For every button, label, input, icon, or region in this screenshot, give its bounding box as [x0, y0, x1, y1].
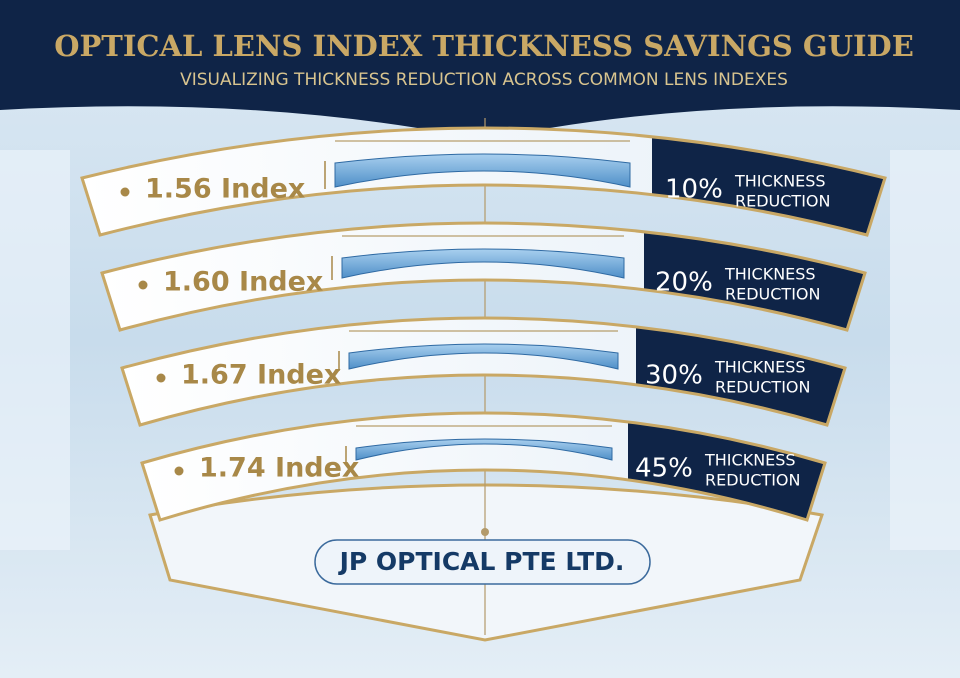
lens: [341, 248, 625, 279]
bg-glow: [890, 150, 960, 550]
caption-line1: THICKNESS: [724, 265, 816, 284]
row-border: [120, 316, 847, 427]
caption-line2: REDUCTION: [735, 192, 830, 211]
percent: 45%: [635, 454, 693, 484]
bullet: [138, 280, 148, 290]
row-border: [100, 221, 867, 332]
caption-line1: THICKNESS: [714, 358, 806, 377]
lens: [355, 438, 613, 461]
bullet: [156, 373, 166, 383]
index-label: 1.67 Index: [181, 360, 341, 391]
header-band: [0, 0, 960, 140]
caption-line2: REDUCTION: [715, 378, 810, 397]
bullet: [120, 187, 130, 197]
lens: [348, 343, 619, 370]
axis-dot: [481, 528, 489, 536]
caption-line1: THICKNESS: [704, 451, 796, 470]
subtitle: VISUALIZING THICKNESS REDUCTION ACROSS C…: [180, 70, 788, 90]
lens: [334, 153, 631, 188]
title: OPTICAL LENS INDEX THICKNESS SAVINGS GUI…: [54, 29, 914, 63]
index-label: 1.74 Index: [199, 453, 359, 484]
bullet: [174, 466, 184, 476]
row-border: [140, 411, 827, 522]
caption-line2: REDUCTION: [705, 471, 800, 490]
caption-line2: REDUCTION: [725, 285, 820, 304]
index-label: 1.56 Index: [145, 174, 305, 205]
percent: 20%: [655, 268, 713, 298]
percent: 10%: [665, 175, 723, 205]
percent: 30%: [645, 361, 703, 391]
brand-pill: [314, 539, 651, 585]
bg-glow: [0, 150, 70, 550]
caption-line1: THICKNESS: [734, 172, 826, 191]
index-label: 1.60 Index: [163, 267, 323, 298]
brand: JP OPTICAL PTE LTD.: [338, 547, 625, 576]
row-border: [80, 126, 887, 237]
